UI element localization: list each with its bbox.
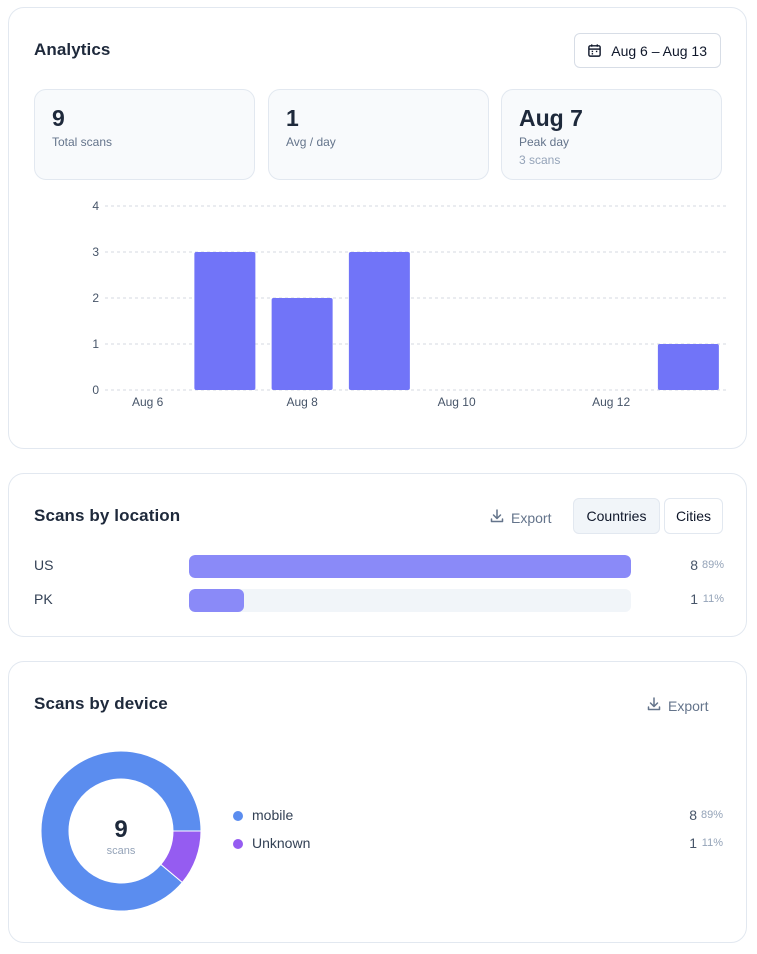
bar-aug-7[interactable] xyxy=(194,252,256,390)
stat-peak-day: Aug 7 Peak day 3 scans xyxy=(501,89,722,180)
location-percent: 11% xyxy=(702,593,724,605)
location-count: 1 xyxy=(690,591,698,607)
location-count: 8 xyxy=(690,557,698,573)
x-tick-label: Aug 6 xyxy=(132,395,164,409)
device-title: Scans by device xyxy=(34,694,168,713)
bar-aug-8[interactable] xyxy=(271,298,333,390)
legend-item-unknown: Unknown 1 11% xyxy=(233,834,723,854)
x-tick-label: Aug 10 xyxy=(438,395,476,409)
date-range-button[interactable]: Aug 6 – Aug 13 xyxy=(574,33,721,68)
date-range-label: Aug 6 – Aug 13 xyxy=(611,42,707,59)
legend-swatch xyxy=(233,811,243,821)
y-tick-label: 4 xyxy=(92,199,99,213)
donut-slice-unknown[interactable] xyxy=(160,830,202,884)
location-export-button[interactable]: Export xyxy=(489,508,551,527)
device-card: Scans by device Export 9 scans mobile 8 … xyxy=(8,661,747,943)
x-tick-label: Aug 12 xyxy=(592,395,630,409)
stat-label: Peak day xyxy=(519,135,570,149)
y-tick-label: 2 xyxy=(92,291,99,305)
location-card: Scans by location Export Countries Citie… xyxy=(8,473,747,637)
export-label: Export xyxy=(511,509,552,526)
legend-percent: 11% xyxy=(701,837,723,849)
bar-aug-9[interactable] xyxy=(348,252,410,390)
device-donut-chart: 9 scans xyxy=(40,750,202,912)
analytics-card: Analytics Aug 6 – Aug 13 9 Total scans 1… xyxy=(8,7,747,449)
location-row-pk: PK 1 11% xyxy=(34,589,724,612)
stat-value: 9 xyxy=(52,105,65,131)
donut-total: 9 xyxy=(114,816,127,843)
legend-name: mobile xyxy=(252,807,294,823)
location-bar-track xyxy=(189,589,631,612)
location-name: PK xyxy=(34,591,53,607)
stat-sub: 3 scans xyxy=(519,153,561,167)
location-bar-fill xyxy=(189,555,631,578)
legend-swatch xyxy=(233,839,243,849)
legend-item-mobile: mobile 8 89% xyxy=(233,806,723,826)
tab-countries[interactable]: Countries xyxy=(573,498,660,534)
stat-label: Avg / day xyxy=(286,135,336,149)
y-tick-label: 3 xyxy=(92,245,99,259)
stat-value: Aug 7 xyxy=(519,105,583,131)
y-tick-label: 0 xyxy=(92,383,99,397)
download-icon xyxy=(646,696,662,715)
location-row-us: US 8 89% xyxy=(34,555,724,578)
legend-percent: 89% xyxy=(700,809,723,821)
stat-total-scans: 9 Total scans xyxy=(34,89,255,180)
stat-value: 1 xyxy=(286,105,299,131)
bar-aug-13[interactable] xyxy=(657,344,719,390)
location-percent: 89% xyxy=(701,559,724,571)
donut-total-label: scans xyxy=(107,845,136,857)
tab-cities[interactable]: Cities xyxy=(664,498,723,534)
calendar-icon xyxy=(587,43,602,58)
legend-name: Unknown xyxy=(252,835,311,851)
export-label: Export xyxy=(668,697,709,714)
legend-count: 1 xyxy=(689,835,697,851)
location-bar-fill xyxy=(189,589,245,612)
download-icon xyxy=(489,508,505,527)
y-tick-label: 1 xyxy=(92,337,99,351)
stat-avg-per-day: 1 Avg / day xyxy=(268,89,489,180)
x-tick-label: Aug 8 xyxy=(286,395,318,409)
location-title: Scans by location xyxy=(34,506,181,525)
legend-count: 8 xyxy=(689,807,697,823)
donut-slice-mobile[interactable] xyxy=(40,750,202,912)
device-export-button[interactable]: Export xyxy=(646,696,708,715)
scans-bar-chart: 0 1 2 3 4 Aug 6 Aug 8 Aug 10 Aug 12 xyxy=(92,199,727,409)
analytics-title: Analytics xyxy=(34,40,111,59)
location-bar-track xyxy=(189,555,631,578)
stat-label: Total scans xyxy=(52,135,113,149)
location-name: US xyxy=(34,557,54,573)
